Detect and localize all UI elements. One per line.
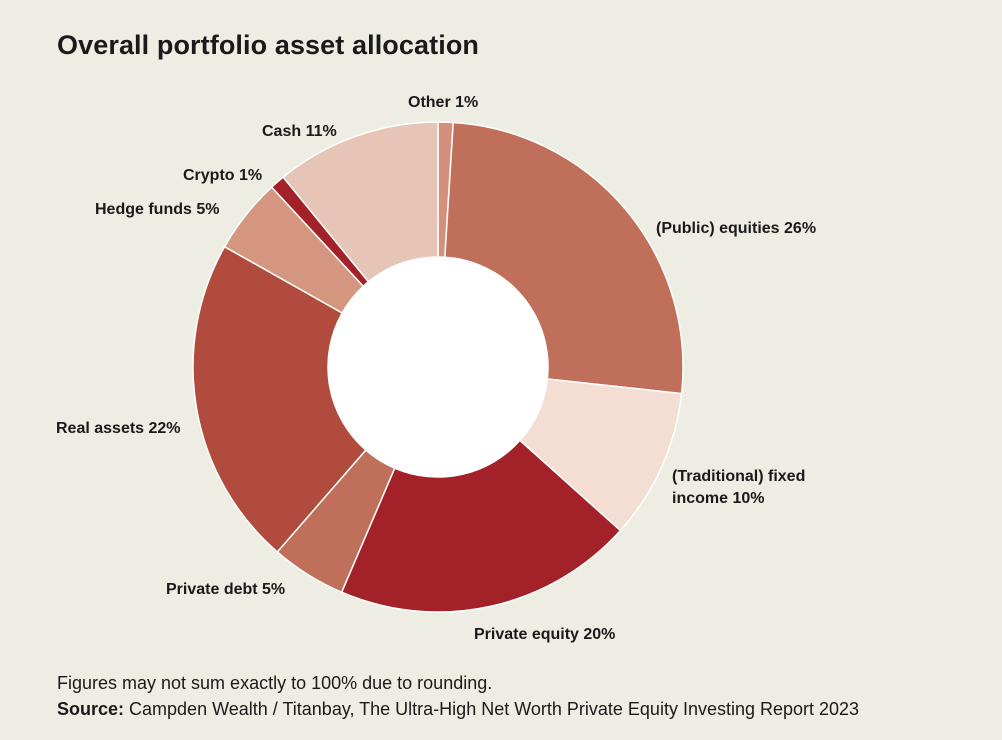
chart-title: Overall portfolio asset allocation bbox=[57, 30, 480, 60]
source-note: Source: Campden Wealth / Titanbay, The U… bbox=[57, 699, 859, 720]
slice-label-hedge-funds: Hedge funds 5% bbox=[95, 201, 219, 218]
footnote: Figures may not sum exactly to 100% due … bbox=[57, 673, 493, 693]
donut-slices bbox=[192, 121, 684, 613]
slice-label-traditional-fixed-income: (Traditional) fixed income 10% bbox=[672, 468, 805, 507]
slice-label-real-assets: Real assets 22% bbox=[56, 420, 181, 437]
slice-labels: Other 1% (Public) equities 26% (Traditiona… bbox=[56, 94, 816, 643]
slice-label-crypto: Crypto 1% bbox=[183, 167, 262, 184]
donut-hole bbox=[328, 257, 548, 477]
slice-label-other: Other 1% bbox=[408, 94, 478, 111]
source-label: Source: bbox=[57, 699, 125, 719]
slice-label-private-debt: Private debt 5% bbox=[166, 581, 285, 598]
slice-label-cash: Cash 11% bbox=[262, 123, 337, 140]
source-text: Campden Wealth / Titanbay, The Ultra-Hig… bbox=[124, 699, 860, 719]
slice-label-private-equity: Private equity 20% bbox=[474, 626, 615, 643]
slice-label-public-equities: (Public) equities 26% bbox=[656, 220, 816, 237]
